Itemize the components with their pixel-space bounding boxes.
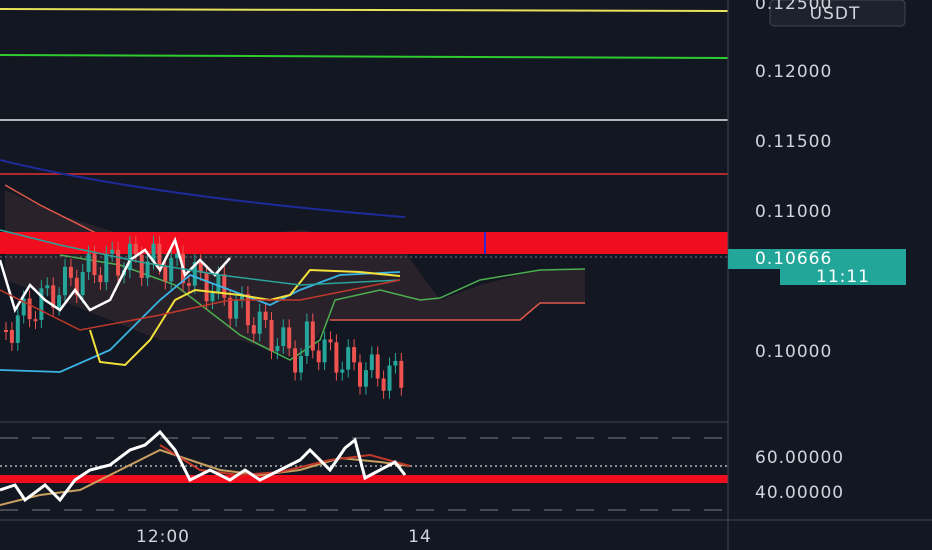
candle-body xyxy=(316,350,321,363)
candle-body xyxy=(45,285,50,289)
candle-body xyxy=(257,311,262,334)
candle-body xyxy=(275,346,280,352)
rsi-pane xyxy=(0,429,728,511)
candle-body xyxy=(375,354,380,379)
candle-body xyxy=(21,298,26,316)
candle-body xyxy=(145,261,150,278)
rsi-tick-label: 40.00000 xyxy=(755,483,844,503)
candle-body xyxy=(127,243,132,271)
currency-label: USDT xyxy=(810,4,861,24)
candles xyxy=(4,235,404,399)
rsi-tick-label: 60.00000 xyxy=(755,448,844,468)
ichimoku-line xyxy=(59,254,586,361)
candle-body xyxy=(281,327,286,347)
candle-body xyxy=(4,330,8,332)
candle-body xyxy=(234,299,239,319)
candle-body xyxy=(9,330,14,343)
candle-body xyxy=(186,283,191,286)
candle-body xyxy=(110,249,115,254)
candle-body xyxy=(363,370,368,387)
candle-body xyxy=(299,356,303,373)
candle-body xyxy=(104,253,109,283)
candle-body xyxy=(387,365,392,391)
candle-body xyxy=(245,294,250,326)
currency-box xyxy=(769,0,906,27)
candle-body xyxy=(157,243,162,267)
candle-body xyxy=(393,360,398,366)
level-line xyxy=(0,54,729,59)
candle-body xyxy=(334,342,339,373)
moving-average xyxy=(0,279,401,331)
moving-average xyxy=(0,159,406,218)
current-price: 0.10666 xyxy=(755,249,832,269)
candle-body xyxy=(269,319,274,352)
candle-body xyxy=(216,274,221,292)
candle-body xyxy=(57,295,62,308)
candle-body xyxy=(399,360,404,388)
candle-body xyxy=(98,275,103,283)
candle-body xyxy=(204,272,209,302)
time-tick-label: 12:00 xyxy=(136,527,190,547)
candle-body xyxy=(358,362,362,387)
candle-body xyxy=(198,262,203,273)
price-tick-label: 0.12000 xyxy=(755,62,832,82)
candle-body xyxy=(151,243,156,262)
candle-body xyxy=(92,253,97,276)
candle-body xyxy=(33,319,38,322)
candle-body xyxy=(340,369,345,373)
candle-body xyxy=(51,285,56,308)
ichimoku-line xyxy=(330,302,585,321)
candle-body xyxy=(381,378,386,391)
candle-body xyxy=(369,354,374,371)
candle-body xyxy=(240,294,244,300)
candle-body xyxy=(222,274,227,298)
price-tick-label: 0.10000 xyxy=(755,342,832,362)
candle-body xyxy=(175,253,180,259)
candle-body xyxy=(63,266,67,296)
candle-body xyxy=(328,339,333,343)
moving-average xyxy=(89,268,401,367)
countdown-box xyxy=(780,269,906,285)
price-tick-label: 0.12500 xyxy=(755,0,832,14)
candle-body xyxy=(74,277,79,296)
candle-body xyxy=(310,321,315,351)
candle-body xyxy=(304,321,309,357)
candle-body xyxy=(228,297,233,319)
price-pane xyxy=(0,8,729,399)
current-price-box xyxy=(728,249,906,269)
candle-body xyxy=(352,347,357,363)
candle-body xyxy=(80,271,85,296)
time-tick-label: 14 xyxy=(408,527,432,547)
candle-body xyxy=(293,348,298,373)
price-tick-label: 0.11500 xyxy=(755,132,832,152)
overlay-line xyxy=(0,236,231,314)
candle-body xyxy=(39,288,44,320)
candle-body xyxy=(322,339,327,363)
countdown: 11:11 xyxy=(816,267,870,287)
candle-body xyxy=(263,311,268,320)
rsi-line xyxy=(0,429,407,503)
zone-band xyxy=(0,232,728,254)
candle-body xyxy=(210,291,215,302)
moving-average xyxy=(0,229,401,286)
candle-body xyxy=(139,254,144,278)
candle-body xyxy=(251,325,256,334)
candle-body xyxy=(15,315,20,343)
level-line xyxy=(0,8,729,12)
candle-body xyxy=(163,266,168,282)
price-tick-label: 0.11000 xyxy=(755,202,832,222)
candle-body xyxy=(86,253,91,272)
candle-body xyxy=(116,249,121,276)
candle-body xyxy=(346,347,351,370)
candle-body xyxy=(68,266,73,278)
candle-body xyxy=(133,243,138,255)
candle-body xyxy=(27,298,32,320)
candle-body xyxy=(287,327,292,349)
rsi-average xyxy=(159,444,411,477)
candle-body xyxy=(192,262,197,286)
candle-body xyxy=(169,258,174,282)
